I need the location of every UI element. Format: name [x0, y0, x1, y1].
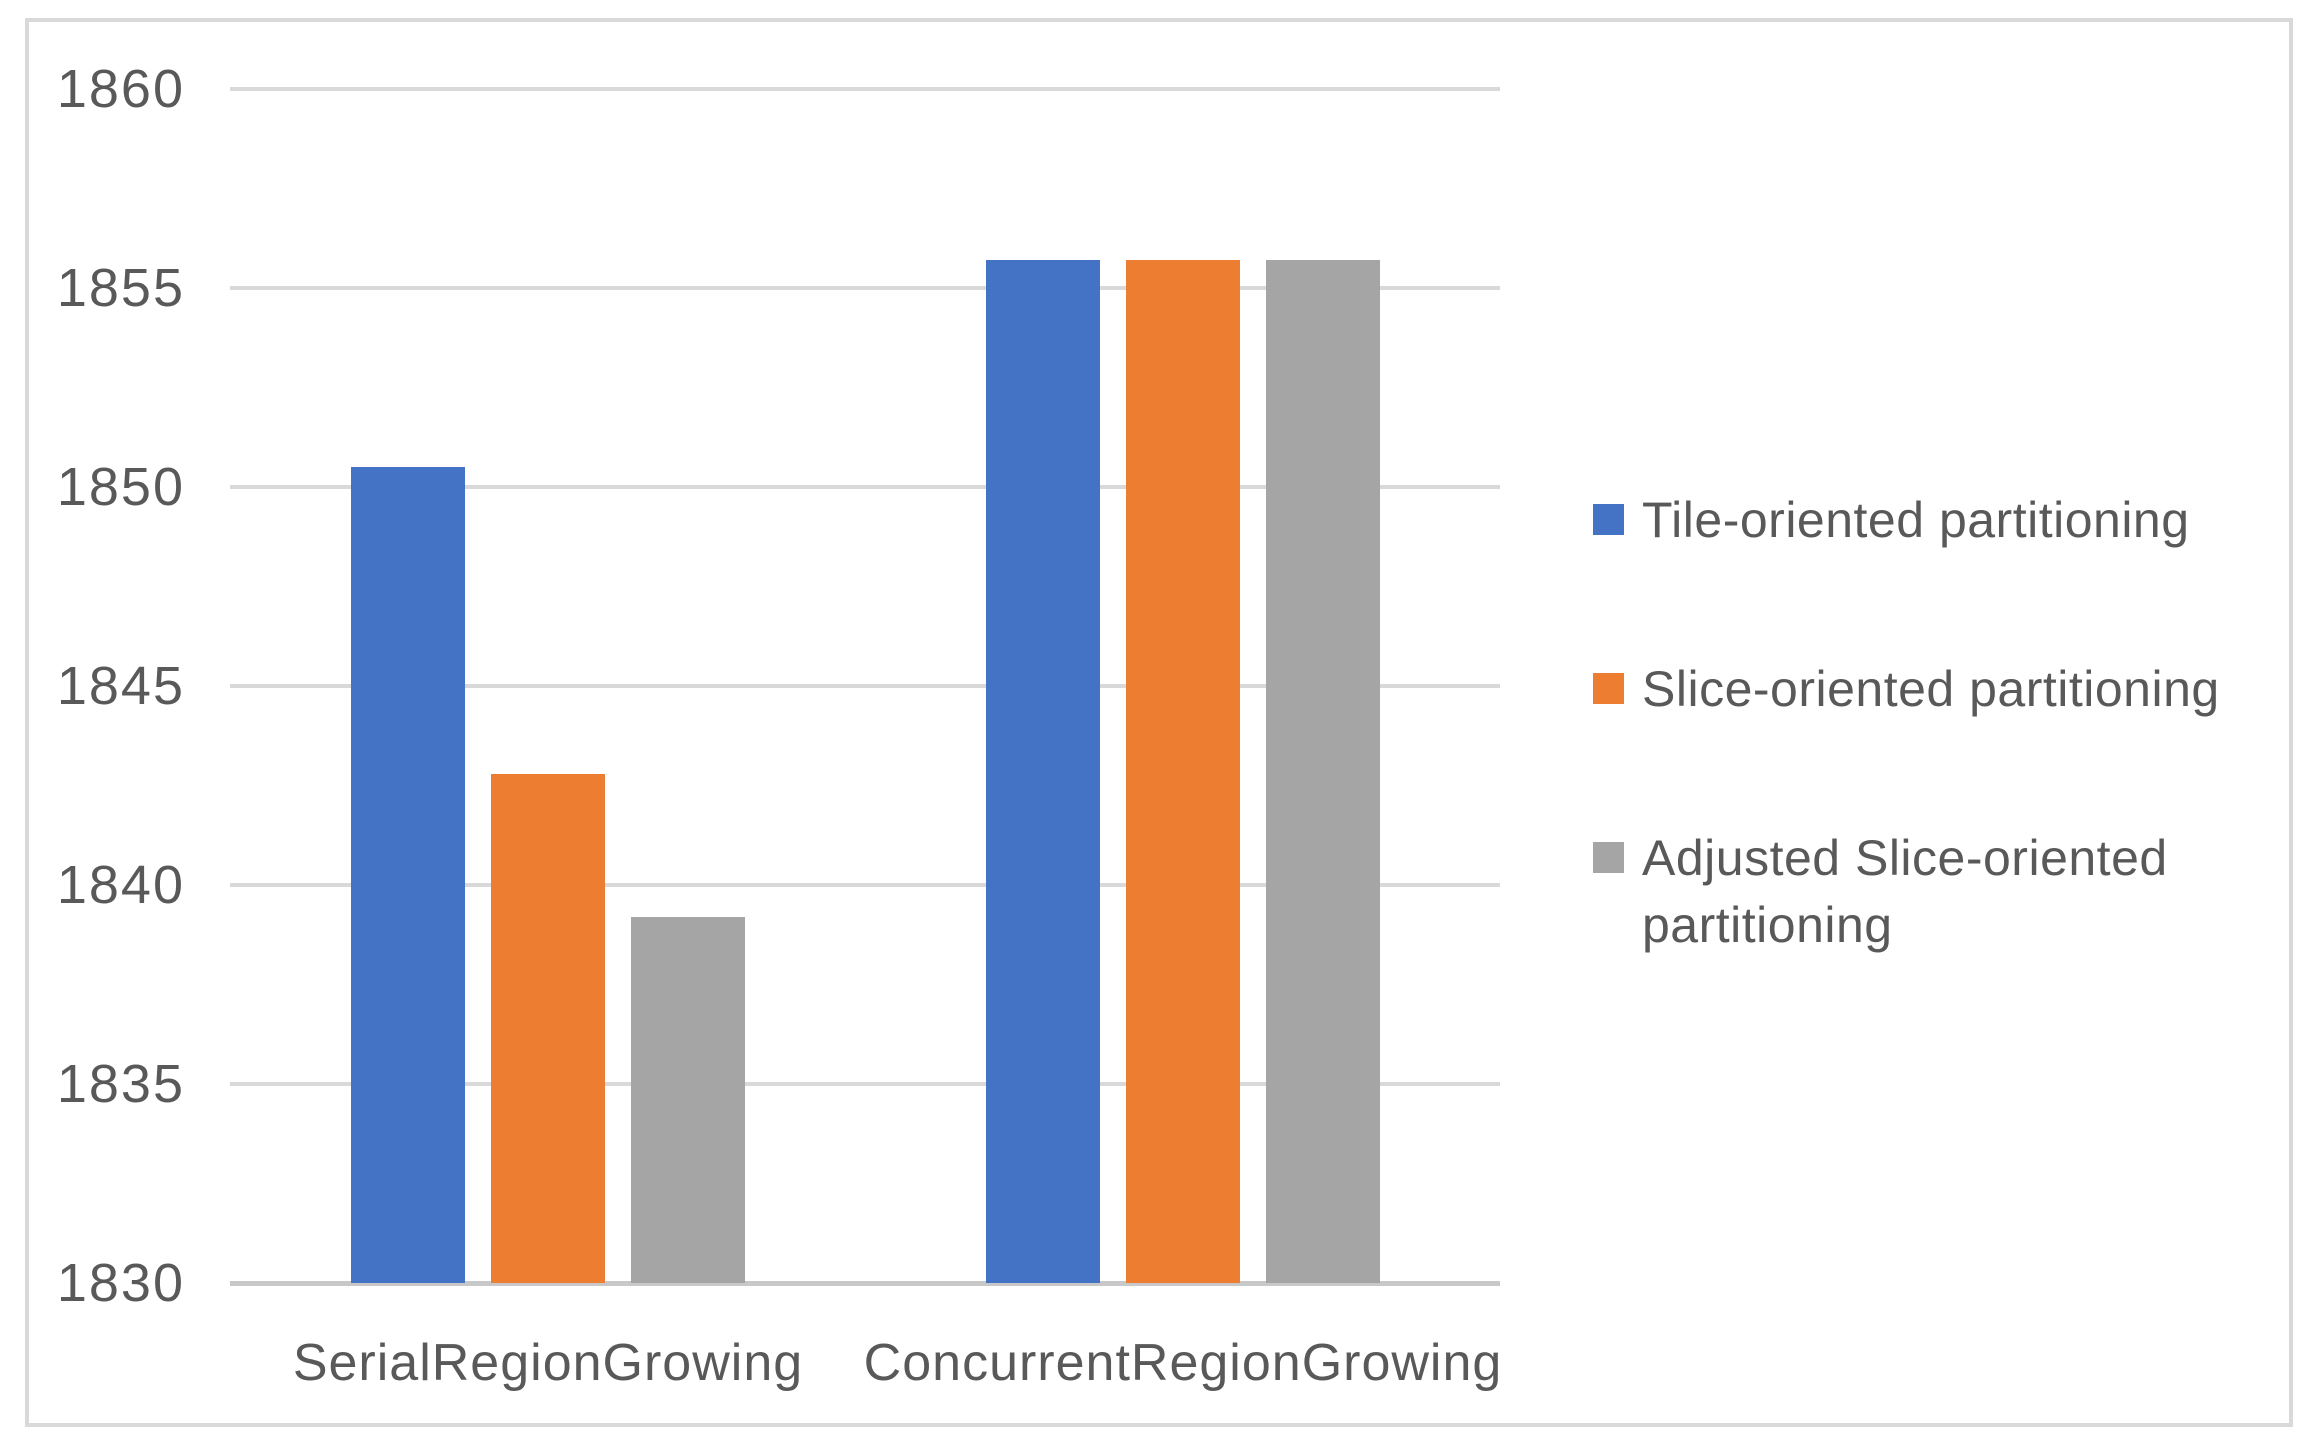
legend-label: Adjusted Slice-oriented partitioning: [1642, 830, 2168, 953]
bar-ConcurrentRegionGrowing-series-1[interactable]: [1126, 260, 1240, 1283]
legend-item-series-0[interactable]: Tile-oriented partitioning: [1593, 487, 2283, 554]
legend-label: Slice-oriented partitioning: [1642, 661, 2220, 717]
legend-swatch-icon: [1593, 673, 1624, 704]
bar-ConcurrentRegionGrowing-series-2[interactable]: [1266, 260, 1380, 1283]
gridline: [230, 87, 1500, 91]
legend-swatch-icon: [1593, 504, 1624, 535]
bar-SerialRegionGrowing-series-2[interactable]: [631, 917, 745, 1283]
legend: Tile-oriented partitioning Slice-oriented…: [1593, 487, 2283, 959]
legend-swatch-icon: [1593, 842, 1624, 873]
y-axis-tick-label: 1840: [56, 855, 185, 915]
gridline: [230, 286, 1500, 290]
y-axis-tick-label: 1845: [56, 656, 185, 716]
y-axis-tick-label: 1835: [56, 1054, 185, 1114]
bar-ConcurrentRegionGrowing-series-0[interactable]: [986, 260, 1100, 1283]
x-axis-category-label: ConcurrentRegionGrowing: [863, 1334, 1503, 1392]
bar-SerialRegionGrowing-series-0[interactable]: [351, 467, 465, 1283]
legend-item-series-1[interactable]: Slice-oriented partitioning: [1593, 656, 2283, 723]
gridline: [230, 684, 1500, 688]
x-axis-line: [230, 1281, 1500, 1286]
y-axis-tick-label: 1855: [56, 258, 185, 318]
y-axis-tick-label: 1860: [56, 59, 185, 119]
gridline: [230, 1082, 1500, 1086]
gridline: [230, 485, 1500, 489]
y-axis-tick-label: 1830: [56, 1253, 185, 1313]
legend-item-series-2[interactable]: Adjusted Slice-oriented partitioning: [1593, 825, 2283, 959]
gridline: [230, 883, 1500, 887]
x-axis-category-label: SerialRegionGrowing: [292, 1334, 804, 1392]
bar-SerialRegionGrowing-series-1[interactable]: [491, 774, 605, 1283]
y-axis-tick-label: 1850: [56, 457, 185, 517]
legend-label: Tile-oriented partitioning: [1642, 492, 2190, 548]
